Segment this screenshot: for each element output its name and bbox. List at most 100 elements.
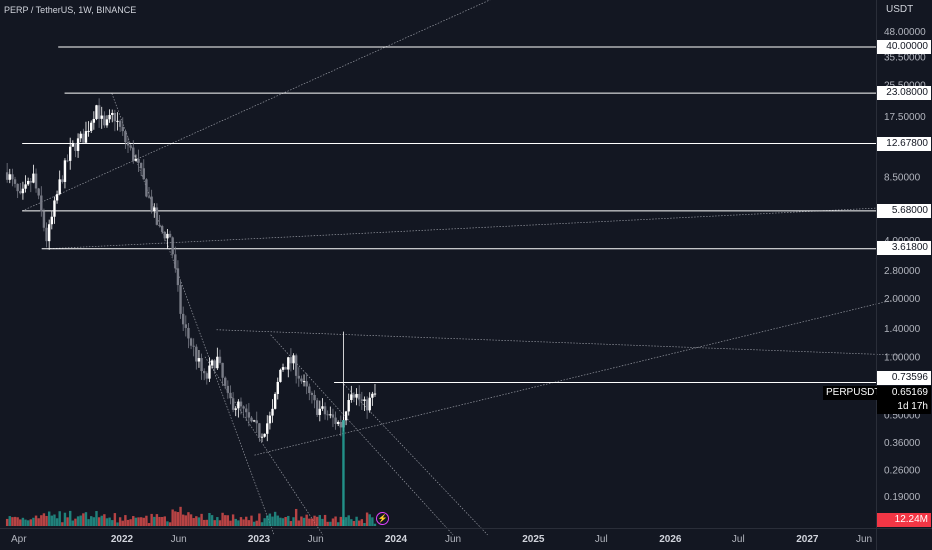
candle-body	[242, 406, 245, 409]
time-axis-separator	[0, 528, 932, 529]
volume-bar	[258, 513, 261, 526]
volume-bar	[76, 516, 80, 526]
volume-bar	[108, 517, 111, 526]
volume-bar	[90, 516, 93, 526]
candle-body	[34, 173, 38, 189]
volume-bar	[124, 515, 127, 526]
volume-bar	[147, 523, 151, 526]
volume-bar	[8, 516, 11, 526]
volume-bar	[24, 519, 27, 526]
volume-bar	[160, 516, 164, 526]
volume-bar	[113, 513, 117, 526]
candle-body	[205, 373, 209, 379]
volume-bar	[150, 513, 153, 526]
time-tick-label: Jul	[732, 534, 745, 545]
candle-body	[297, 375, 300, 379]
price-tick-label: 2.00000	[884, 294, 921, 305]
candle-body	[347, 400, 350, 412]
candle-body	[105, 119, 109, 126]
candle-body	[145, 179, 148, 197]
volume-bar	[318, 515, 322, 526]
volume-bar	[255, 520, 258, 526]
candle-body	[266, 423, 269, 434]
volume-bar	[45, 515, 48, 526]
volume-bar	[103, 514, 106, 526]
candle-body	[158, 224, 161, 227]
candle-body	[255, 420, 258, 424]
candle-body	[352, 394, 356, 398]
volume-bar	[187, 512, 190, 526]
volume-bar	[105, 518, 109, 526]
volume-bar	[263, 518, 266, 526]
candle-body	[308, 386, 311, 393]
candle-body	[294, 355, 298, 376]
candle-body	[150, 196, 153, 212]
volume-bar	[29, 519, 32, 526]
volume-bar	[153, 516, 156, 526]
candle-body	[339, 421, 343, 428]
volume-bar	[331, 518, 335, 526]
candle-body	[289, 357, 293, 364]
volume-bar	[37, 518, 40, 526]
volume-bar	[155, 514, 159, 526]
candle-body	[69, 146, 72, 161]
volume-bar	[323, 514, 327, 526]
time-tick-label: Jun	[856, 534, 872, 545]
volume-bar	[216, 517, 219, 526]
volume-bar	[184, 515, 188, 526]
flash-icon[interactable]: ⚡	[376, 512, 389, 525]
candle-body	[221, 362, 224, 378]
candle-body	[40, 195, 43, 212]
candle-body	[84, 131, 88, 143]
candle-body	[184, 324, 188, 328]
candle-body	[363, 399, 366, 401]
candle-body	[287, 357, 290, 370]
price-tick-label: 17.50000	[884, 112, 926, 123]
volume-bar	[368, 514, 371, 526]
volume-bar	[42, 513, 46, 526]
volume-bar	[174, 511, 177, 526]
candle-body	[279, 369, 282, 382]
candle-body	[121, 126, 124, 132]
volume-bar	[294, 508, 298, 526]
price-tick-label: 8.50000	[884, 173, 921, 184]
candle-body	[118, 120, 122, 127]
candle-body	[365, 399, 369, 411]
volume-bar	[84, 512, 88, 526]
currency-label[interactable]: USDT	[886, 4, 914, 15]
candle-body	[74, 143, 77, 151]
volume-bar	[239, 517, 243, 526]
volume-bar	[208, 512, 211, 526]
volume-bar	[329, 521, 332, 526]
volume-bar	[163, 516, 166, 526]
candle-body	[192, 345, 195, 347]
candle-body	[321, 406, 324, 409]
candle-body	[21, 188, 25, 194]
candle-body	[132, 147, 135, 161]
ticker-label: PERPUSDT	[823, 386, 884, 400]
candle-body	[90, 122, 93, 131]
candle-body	[344, 411, 348, 421]
volume-bar	[305, 514, 308, 526]
candle-body	[247, 412, 251, 418]
price-tick-label: 0.26000	[884, 465, 921, 476]
volume-bar	[276, 515, 279, 526]
candle-body	[95, 105, 98, 119]
volume-bar	[53, 514, 56, 526]
volume-bar	[234, 518, 237, 526]
candle-body	[79, 133, 82, 139]
candle-body	[113, 112, 117, 122]
candle-body	[58, 179, 61, 195]
volume-bar	[229, 520, 232, 526]
volume-bar	[237, 520, 240, 526]
trend-line	[216, 329, 899, 356]
volume-bar	[19, 519, 22, 526]
candle-body	[229, 392, 232, 399]
volume-bar	[371, 517, 374, 526]
candle-body	[147, 196, 151, 198]
volume-bar	[352, 521, 356, 526]
price-tick-label: 0.19000	[884, 492, 921, 503]
time-tick-label: 2025	[522, 534, 545, 545]
volume-bar	[224, 515, 227, 526]
